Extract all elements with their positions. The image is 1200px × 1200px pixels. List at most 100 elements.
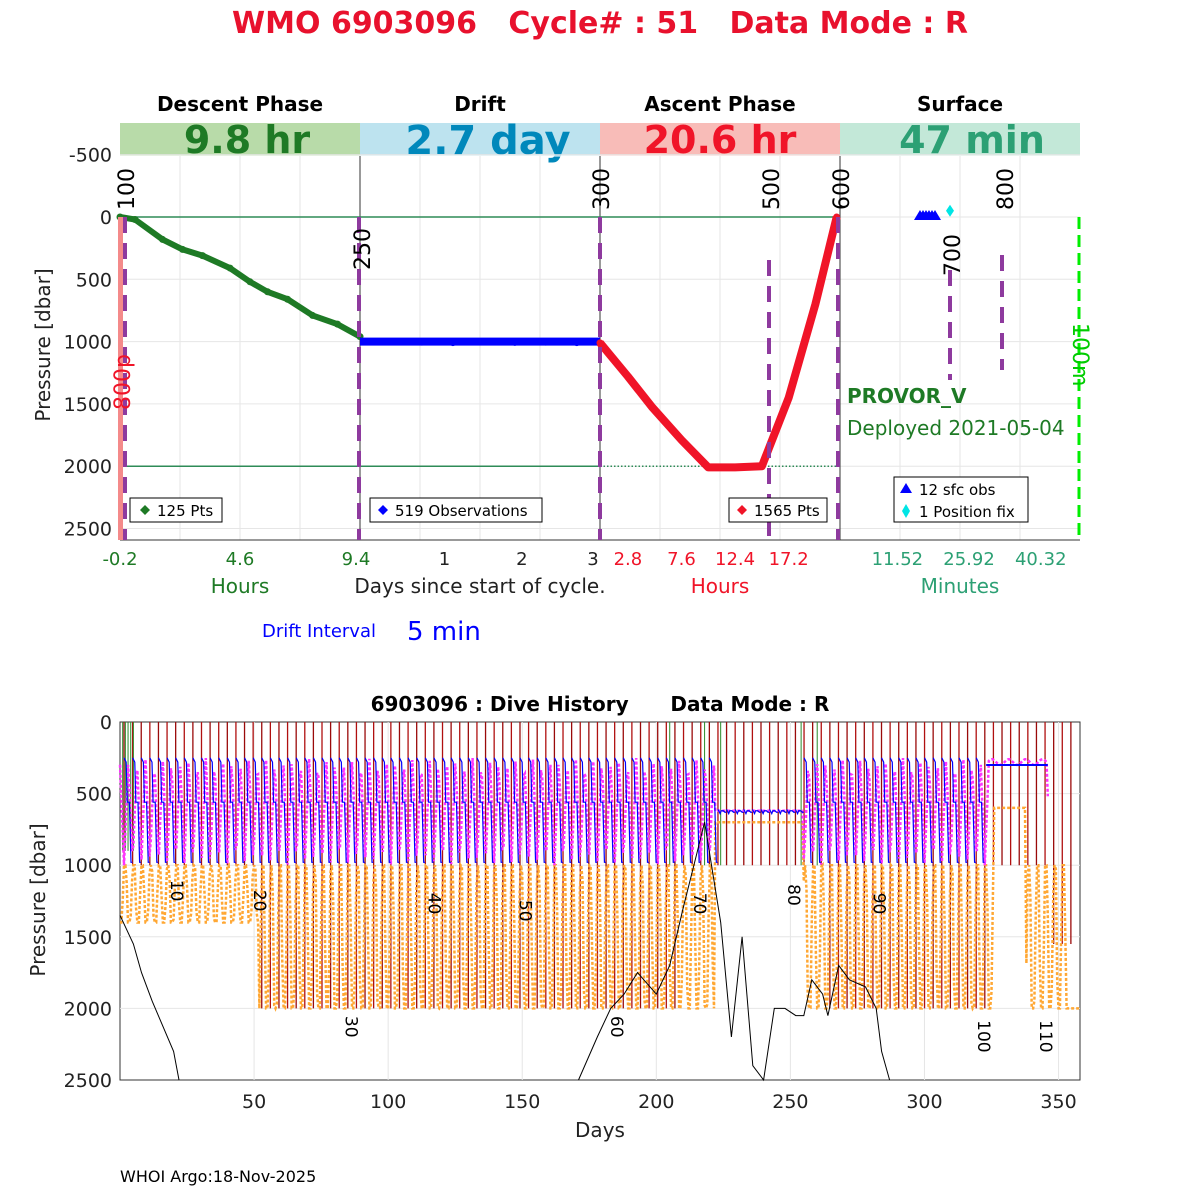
marker-300: 300 [590, 168, 615, 210]
blue-drift-trace [958, 757, 968, 863]
bottom-xlabel: Days [575, 1118, 625, 1142]
top-xtick-label: 1 [439, 549, 450, 570]
blue-drift-trace [218, 757, 228, 863]
legend-surface: 12 sfc obs 1 Position fix [893, 476, 1029, 523]
bottom-xtick-label: 50 [242, 1091, 266, 1113]
top-ytick-label: 1000 [64, 332, 112, 354]
bottom-xtick-label: 200 [638, 1091, 674, 1113]
blue-drift-trace [751, 809, 761, 816]
bathymetry-line [578, 822, 891, 1082]
blue-drift-trace [562, 757, 572, 863]
blue-drift-trace [149, 757, 159, 863]
main-title: WMO 6903096 Cycle# : 51 Data Mode : R [232, 6, 968, 41]
phase-duration-surface: 47 min [899, 118, 1045, 162]
legend-ascent-marker [737, 505, 747, 515]
cycle-number-label: 110 [1035, 1020, 1055, 1052]
bottom-ytick-label: 1500 [64, 927, 112, 949]
legend-descent: 125 Pts [129, 497, 223, 523]
top-xtick-label: 11.52 [872, 549, 924, 570]
cycle-number-label: 30 [340, 1016, 360, 1038]
blue-drift-trace [459, 757, 469, 863]
marker-800: 800 [994, 168, 1019, 210]
blue-drift-trace [278, 757, 288, 863]
blue-drift-trace [398, 757, 408, 863]
side-label-left: 800p [111, 354, 136, 410]
ascent-point [648, 404, 656, 412]
blue-drift-trace [588, 757, 598, 863]
blue-drift-trace [880, 757, 890, 863]
top-xtick-label: 40.32 [1015, 549, 1067, 570]
top-xtick-label: 7.6 [667, 549, 696, 570]
blue-drift-trace [450, 757, 460, 863]
blue-drift-trace [312, 757, 322, 863]
blue-drift-trace [889, 757, 899, 863]
top-xtick-label: 3 [587, 549, 598, 570]
blue-drift-trace [846, 757, 856, 863]
drift-interval-label: Drift Interval [262, 621, 376, 642]
ascent-point [731, 463, 739, 471]
bottom-xtick-label: 350 [1040, 1091, 1076, 1113]
top-xtick-label: -0.2 [102, 549, 137, 570]
cycle-number-label: 100 [973, 1020, 993, 1052]
blue-drift-trace [941, 757, 951, 863]
phase-band-surface [840, 123, 1080, 156]
blue-drift-trace [812, 757, 821, 863]
blue-drift-trace [708, 757, 718, 863]
blue-drift-trace [321, 757, 331, 863]
blue-drift-trace [166, 757, 176, 863]
ascent-point [811, 300, 819, 308]
bottom-ytick-label: 0 [100, 712, 112, 734]
blue-drift-trace [596, 757, 606, 863]
marker-600: 600 [830, 168, 855, 210]
side-label-right: 100m [1067, 323, 1092, 386]
top-xtick-label: 25.92 [943, 549, 995, 570]
bottom-xtick-label: 100 [370, 1091, 406, 1113]
phase-band-drift [360, 123, 600, 156]
position-fix-point [946, 204, 954, 217]
legend-descent-label: 125 Pts [157, 502, 213, 520]
blue-drift-trace [510, 757, 520, 863]
legend-surface-fix-marker [902, 504, 910, 518]
blue-drift-trace [373, 757, 382, 863]
blue-drift-trace [648, 757, 658, 863]
xlabel-days: Days since start of cycle. [354, 574, 605, 598]
blue-drift-trace [536, 757, 546, 863]
blue-drift-trace [855, 757, 864, 863]
cycle-number-label: 70 [689, 893, 709, 915]
drift-point [480, 339, 487, 346]
marker-250: 250 [351, 228, 376, 270]
blue-drift-trace [287, 757, 296, 863]
blue-drift-trace [381, 757, 391, 863]
ascent-point [624, 372, 632, 380]
drift-point [573, 340, 580, 347]
cycle-number-label: 10 [166, 880, 186, 902]
ascent-point [677, 436, 685, 444]
descent-point [334, 320, 341, 328]
blue-drift-trace [200, 757, 210, 863]
blue-drift-trace [691, 757, 701, 863]
marker-100: 100 [115, 168, 140, 210]
blue-drift-trace [949, 757, 959, 863]
bottom-ytick-label: 2000 [64, 998, 112, 1020]
blue-drift-trace [579, 757, 589, 863]
blue-drift-trace [829, 757, 839, 863]
phase-band-descent [120, 123, 360, 156]
legend-drift-label: 519 Observations [395, 502, 528, 520]
legend-surface-fix-label: 1 Position fix [919, 503, 1015, 521]
blue-drift-trace [967, 757, 976, 863]
top-ytick-label: 2000 [64, 456, 112, 478]
blue-drift-trace [700, 757, 710, 863]
xlabel-hours-left: Hours [211, 574, 270, 598]
phase-name-ascent: Ascent Phase [644, 92, 795, 116]
descent-point [309, 311, 316, 319]
top-ytick-label: 1500 [64, 394, 112, 416]
phase-duration-descent: 9.8 hr [184, 118, 311, 162]
blue-drift-trace [235, 757, 245, 863]
blue-drift-trace [786, 809, 796, 816]
cycle-number-label: 40 [423, 893, 443, 915]
blue-drift-trace [252, 757, 262, 863]
blue-drift-trace [614, 757, 623, 863]
blue-drift-trace [502, 757, 512, 863]
blue-drift-trace [605, 757, 615, 863]
